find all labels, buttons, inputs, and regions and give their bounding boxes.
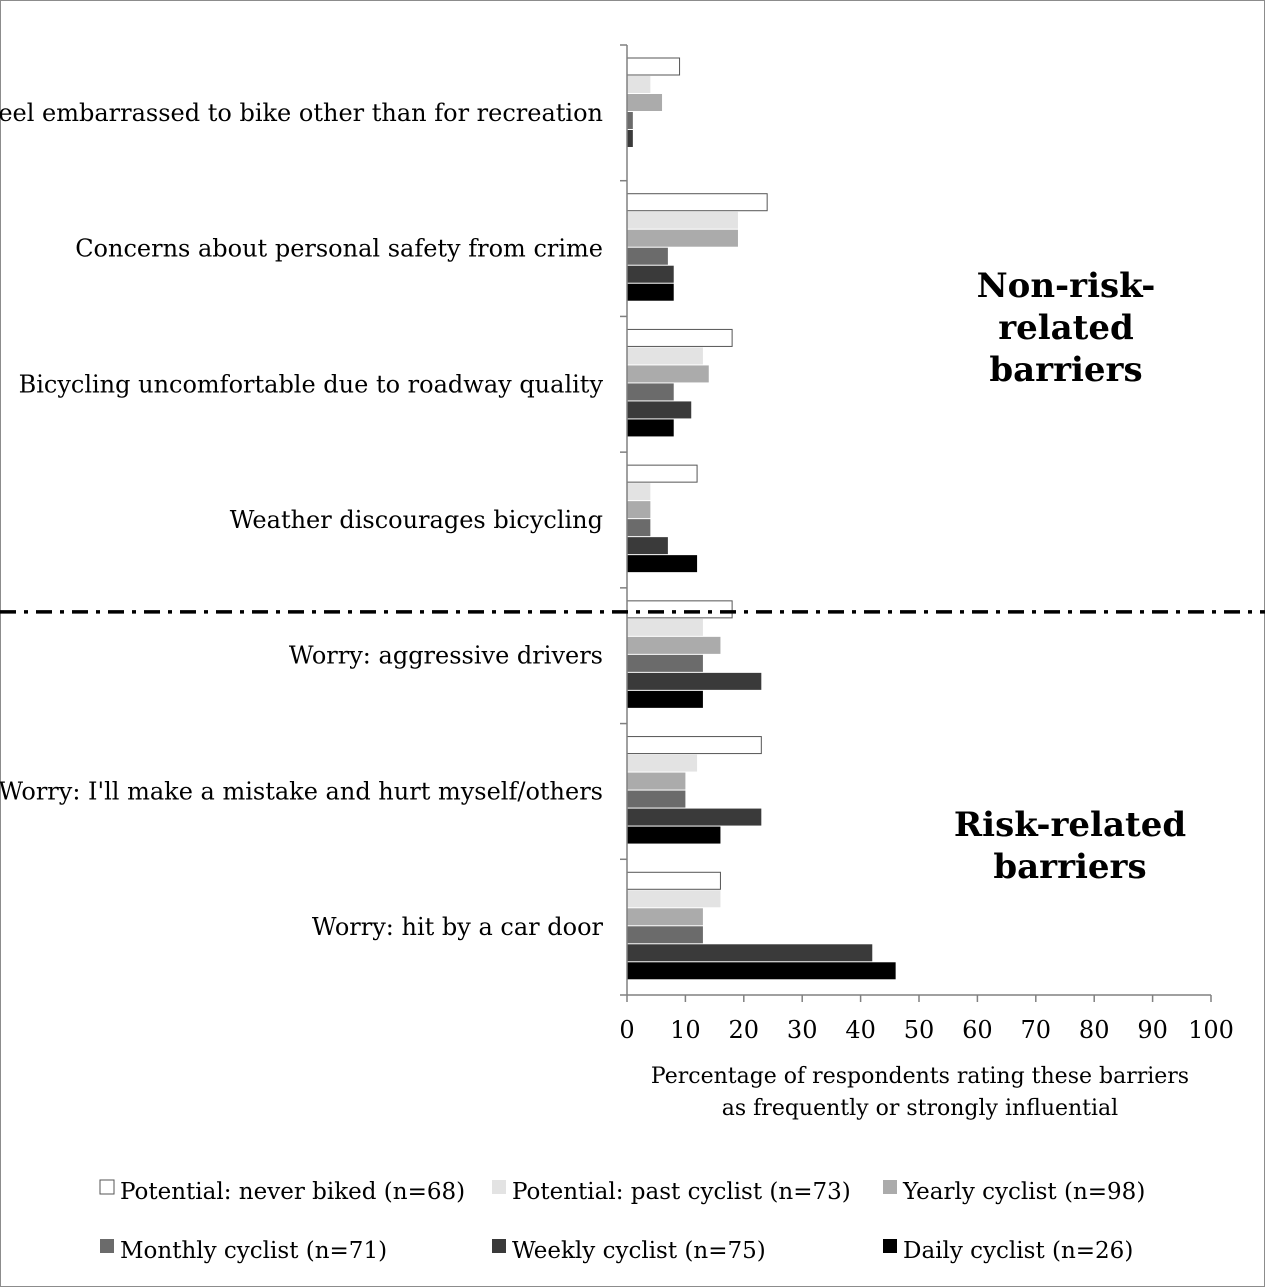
x-tick-label: 50 [904, 1016, 935, 1044]
category-label: Worry: aggressive drivers [289, 642, 603, 670]
legend-swatch [100, 1239, 114, 1253]
legend-label: Monthly cyclist (n=71) [120, 1238, 387, 1264]
group-annotation: related [998, 308, 1134, 348]
legend-label: Daily cyclist (n=26) [903, 1238, 1133, 1264]
bar [627, 654, 703, 672]
category-label: Weather discourages bicycling [230, 506, 603, 534]
bar [626, 736, 762, 755]
bar [626, 193, 768, 212]
legend-swatch [883, 1180, 897, 1194]
bar [627, 672, 762, 690]
bar [627, 790, 686, 808]
bar [627, 754, 698, 772]
bar [627, 112, 633, 129]
legend-label: Potential: past cyclist (n=73) [512, 1179, 851, 1205]
bar [627, 419, 674, 437]
category-label: Worry: I'll make a mistake and hurt myse… [0, 777, 603, 805]
x-axis-title: Percentage of respondents rating these b… [651, 1064, 1189, 1089]
x-tick-label: 90 [1137, 1016, 1168, 1044]
bar [627, 537, 668, 555]
bar [627, 483, 651, 501]
legend-swatch [883, 1239, 897, 1253]
bar [627, 365, 709, 383]
legend-swatch [492, 1180, 506, 1194]
category-label: Feel embarrassed to bike other than for … [0, 99, 603, 127]
bar [626, 464, 698, 483]
legend-label: Yearly cyclist (n=98) [902, 1179, 1145, 1205]
bar [627, 618, 703, 636]
legend-swatch [492, 1239, 506, 1253]
bar [627, 265, 674, 283]
bar [627, 636, 721, 654]
group-annotation: barriers [989, 350, 1142, 390]
bar [627, 908, 703, 926]
bar [626, 328, 733, 347]
bar [627, 401, 692, 419]
bar [626, 871, 721, 890]
bar [627, 229, 738, 247]
group-annotation: barriers [993, 847, 1146, 887]
bar [627, 944, 873, 962]
bar [627, 383, 674, 401]
bar [627, 130, 633, 147]
x-tick-label: 100 [1188, 1016, 1234, 1044]
category-label: Bicycling uncomfortable due to roadway q… [19, 370, 604, 398]
bar [627, 962, 896, 980]
bar [627, 247, 668, 265]
bar [627, 94, 663, 111]
x-tick-label: 20 [729, 1016, 760, 1044]
bar [627, 826, 721, 844]
x-tick-label: 0 [619, 1016, 634, 1044]
x-tick-label: 40 [845, 1016, 876, 1044]
bar [627, 690, 703, 708]
legend-swatch [99, 1179, 115, 1195]
bar [627, 347, 703, 365]
x-tick-label: 10 [670, 1016, 701, 1044]
bar [627, 501, 651, 519]
bar [627, 76, 651, 93]
legend-label: Weekly cyclist (n=75) [512, 1238, 766, 1264]
bar [626, 600, 733, 619]
x-axis-title: as frequently or strongly influential [722, 1096, 1118, 1121]
bar [627, 926, 703, 944]
bar [626, 57, 681, 76]
x-tick-label: 30 [787, 1016, 818, 1044]
bar [627, 890, 721, 908]
x-tick-label: 60 [962, 1016, 993, 1044]
group-annotation: Non-risk- [977, 266, 1156, 306]
x-tick-label: 80 [1079, 1016, 1110, 1044]
bar [627, 519, 651, 537]
bar [627, 555, 698, 573]
bar [627, 808, 762, 826]
category-label: Concerns about personal safety from crim… [75, 235, 603, 263]
legend-label: Potential: never biked (n=68) [120, 1179, 465, 1205]
category-label: Worry: hit by a car door [312, 913, 604, 941]
bar [627, 772, 686, 790]
x-tick-label: 70 [1021, 1016, 1052, 1044]
bar [627, 283, 674, 301]
bar [627, 211, 738, 229]
group-annotation: Risk-related [954, 805, 1186, 845]
